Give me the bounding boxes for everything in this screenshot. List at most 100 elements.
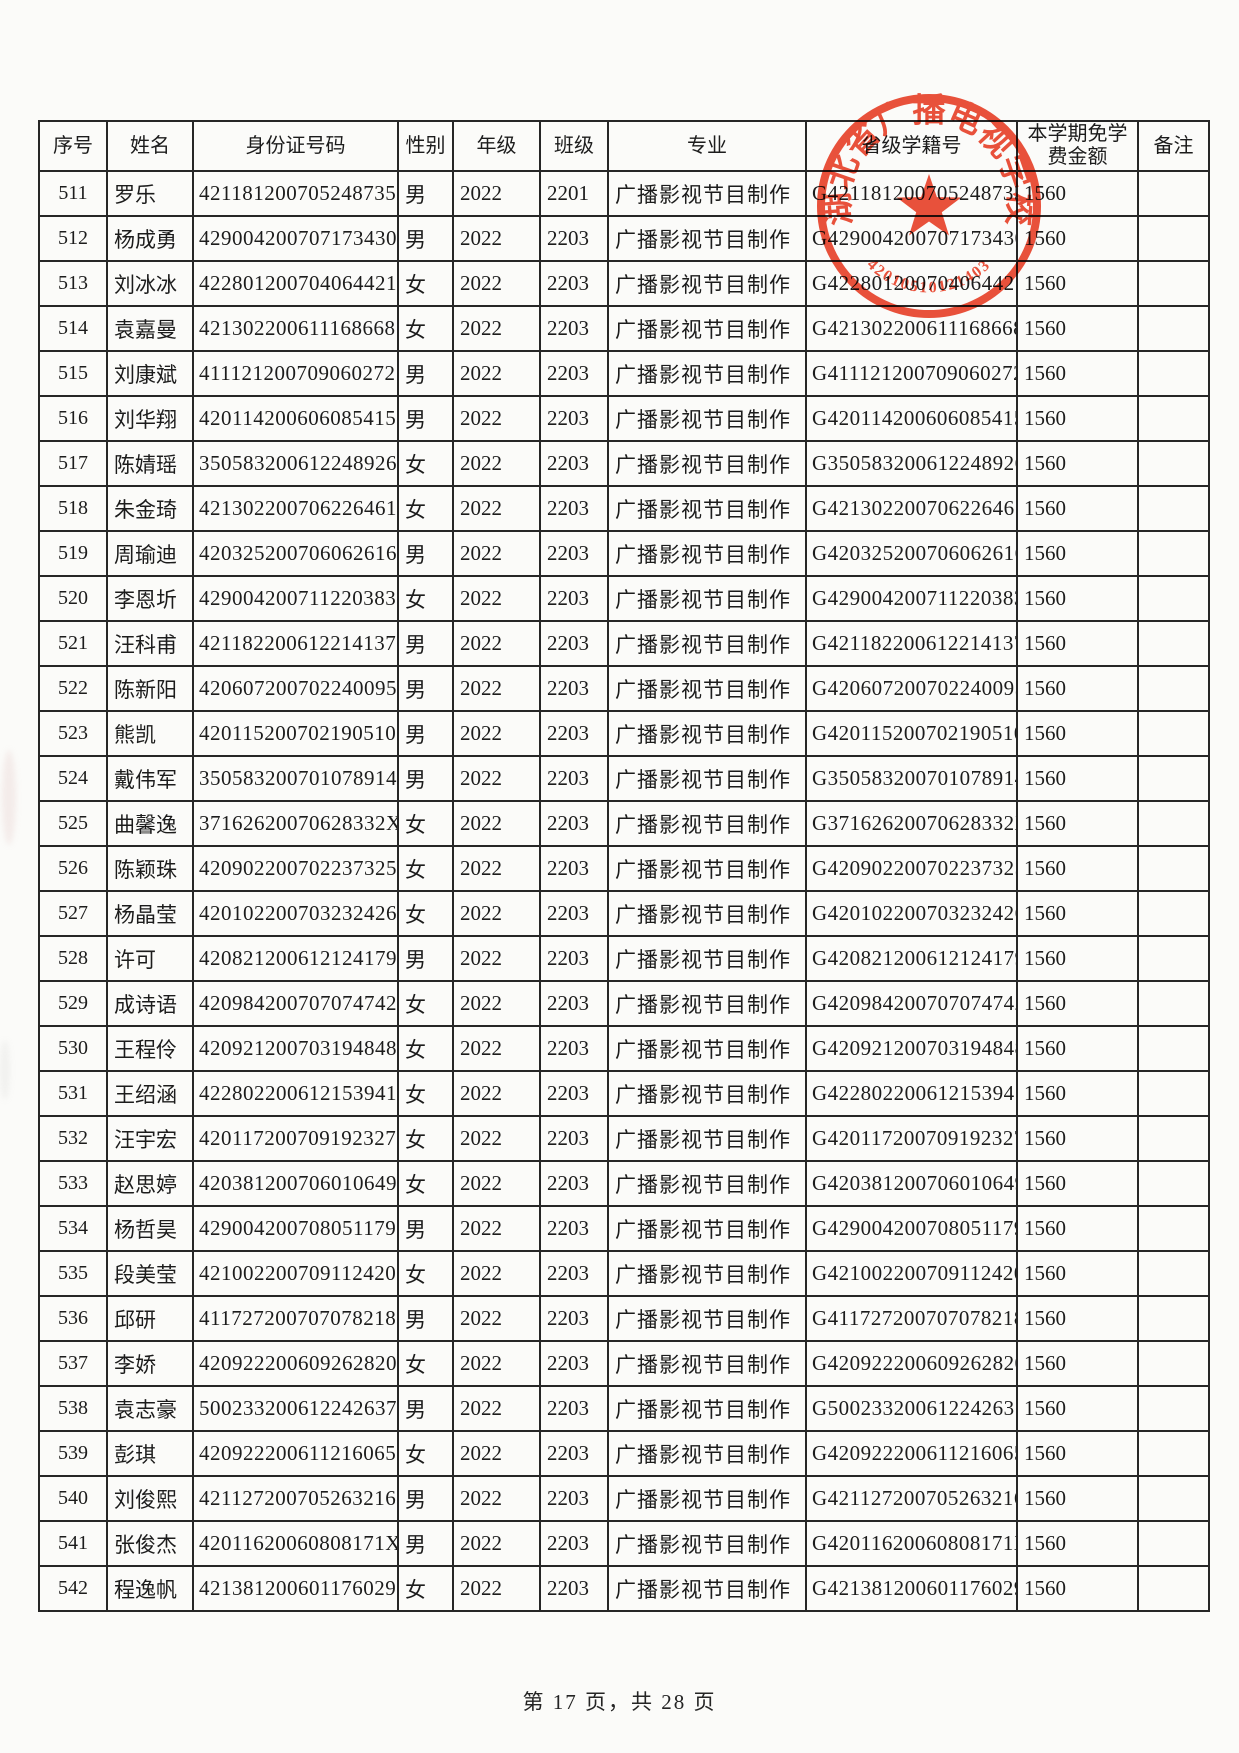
cell-serial-no: 537 bbox=[38, 1340, 108, 1387]
cell-grade: 2022 bbox=[452, 305, 541, 352]
cell-id-number: 421002200709112420 bbox=[192, 1250, 399, 1297]
cell-exempt-amount: 1560 bbox=[1016, 170, 1139, 217]
table-row: 511 罗乐 421181200705248735 男 2022 2201 广播… bbox=[38, 170, 1210, 217]
header-major: 专业 bbox=[607, 120, 807, 172]
header-exempt-amount: 本学期免学费金额 bbox=[1016, 120, 1139, 172]
cell-serial-no: 532 bbox=[38, 1115, 108, 1162]
cell-remarks bbox=[1137, 980, 1210, 1027]
cell-gender: 男 bbox=[397, 1520, 454, 1567]
cell-id-number: 420922200609262820 bbox=[192, 1340, 399, 1387]
cell-id-number: 420115200702190510 bbox=[192, 710, 399, 757]
cell-name: 王绍涵 bbox=[106, 1070, 194, 1117]
cell-exempt-amount: 1560 bbox=[1016, 890, 1139, 937]
cell-remarks bbox=[1137, 395, 1210, 442]
cell-serial-no: 526 bbox=[38, 845, 108, 892]
cell-grade: 2022 bbox=[452, 1430, 541, 1477]
cell-exempt-amount: 1560 bbox=[1016, 845, 1139, 892]
cell-id-number: 350583200701078914 bbox=[192, 755, 399, 802]
table-row: 532 汪宇宏 420117200709192327 女 2022 2203 广… bbox=[38, 1115, 1210, 1162]
cell-id-number: 37162620070628332X bbox=[192, 800, 399, 847]
cell-remarks bbox=[1137, 620, 1210, 667]
cell-class: 2203 bbox=[539, 485, 609, 532]
cell-grade: 2022 bbox=[452, 890, 541, 937]
page-footer: 第 17 页，共 28 页 bbox=[522, 1690, 717, 1714]
header-remarks: 备注 bbox=[1137, 120, 1210, 172]
cell-class: 2203 bbox=[539, 1430, 609, 1477]
cell-provincial-student-id: G420102200703232426 bbox=[805, 890, 1018, 937]
cell-remarks bbox=[1137, 215, 1210, 262]
cell-grade: 2022 bbox=[452, 935, 541, 982]
cell-grade: 2022 bbox=[452, 1565, 541, 1612]
cell-provincial-student-id: G422802200612153941 bbox=[805, 1070, 1018, 1117]
cell-serial-no: 540 bbox=[38, 1475, 108, 1522]
cell-name: 许可 bbox=[106, 935, 194, 982]
cell-exempt-amount: 1560 bbox=[1016, 1385, 1139, 1432]
cell-major: 广播影视节目制作 bbox=[607, 260, 807, 307]
cell-exempt-amount: 1560 bbox=[1016, 215, 1139, 262]
cell-exempt-amount: 1560 bbox=[1016, 530, 1139, 577]
cell-major: 广播影视节目制作 bbox=[607, 1340, 807, 1387]
table-row: 518 朱金琦 421302200706226461 女 2022 2203 广… bbox=[38, 485, 1210, 532]
cell-id-number: 420821200612124179 bbox=[192, 935, 399, 982]
cell-exempt-amount: 1560 bbox=[1016, 1520, 1139, 1567]
cell-grade: 2022 bbox=[452, 1160, 541, 1207]
cell-gender: 女 bbox=[397, 980, 454, 1027]
cell-exempt-amount: 1560 bbox=[1016, 935, 1139, 982]
cell-class: 2203 bbox=[539, 665, 609, 712]
cell-id-number: 411727200707078218 bbox=[192, 1295, 399, 1342]
cell-provincial-student-id: G411727200707078218 bbox=[805, 1295, 1018, 1342]
cell-serial-no: 524 bbox=[38, 755, 108, 802]
cell-grade: 2022 bbox=[452, 1070, 541, 1117]
cell-provincial-student-id: G421002200709112420 bbox=[805, 1250, 1018, 1297]
cell-remarks bbox=[1137, 305, 1210, 352]
cell-remarks bbox=[1137, 170, 1210, 217]
cell-remarks bbox=[1137, 1340, 1210, 1387]
cell-id-number: 429004200711220383 bbox=[192, 575, 399, 622]
cell-id-number: 420922200611216065 bbox=[192, 1430, 399, 1477]
cell-gender: 女 bbox=[397, 260, 454, 307]
cell-exempt-amount: 1560 bbox=[1016, 575, 1139, 622]
cell-grade: 2022 bbox=[452, 1025, 541, 1072]
cell-name: 杨成勇 bbox=[106, 215, 194, 262]
table-row: 512 杨成勇 429004200707173430 男 2022 2203 广… bbox=[38, 215, 1210, 262]
cell-grade: 2022 bbox=[452, 980, 541, 1027]
cell-grade: 2022 bbox=[452, 845, 541, 892]
cell-major: 广播影视节目制作 bbox=[607, 1070, 807, 1117]
cell-exempt-amount: 1560 bbox=[1016, 980, 1139, 1027]
cell-provincial-student-id: G429004200708051179 bbox=[805, 1205, 1018, 1252]
cell-name: 刘俊熙 bbox=[106, 1475, 194, 1522]
scan-smudge bbox=[2, 750, 16, 845]
cell-provincial-student-id: G420117200709192327 bbox=[805, 1115, 1018, 1162]
cell-exempt-amount: 1560 bbox=[1016, 1340, 1139, 1387]
cell-provincial-student-id: G421302200706226461 bbox=[805, 485, 1018, 532]
cell-name: 陈婧瑶 bbox=[106, 440, 194, 487]
table-row: 517 陈婧瑶 350583200612248926 女 2022 2203 广… bbox=[38, 440, 1210, 487]
cell-exempt-amount: 1560 bbox=[1016, 620, 1139, 667]
cell-grade: 2022 bbox=[452, 170, 541, 217]
cell-major: 广播影视节目制作 bbox=[607, 1520, 807, 1567]
cell-major: 广播影视节目制作 bbox=[607, 530, 807, 577]
cell-name: 汪科甫 bbox=[106, 620, 194, 667]
cell-class: 2203 bbox=[539, 1295, 609, 1342]
cell-gender: 男 bbox=[397, 350, 454, 397]
cell-remarks bbox=[1137, 1430, 1210, 1477]
cell-remarks bbox=[1137, 1205, 1210, 1252]
cell-grade: 2022 bbox=[452, 395, 541, 442]
cell-grade: 2022 bbox=[452, 800, 541, 847]
cell-serial-no: 534 bbox=[38, 1205, 108, 1252]
table-row: 536 邱研 411727200707078218 男 2022 2203 广播… bbox=[38, 1295, 1210, 1342]
table-row: 515 刘康斌 411121200709060272 男 2022 2203 广… bbox=[38, 350, 1210, 397]
cell-major: 广播影视节目制作 bbox=[607, 620, 807, 667]
cell-provincial-student-id: G500233200612242637 bbox=[805, 1385, 1018, 1432]
table-row: 523 熊凯 420115200702190510 男 2022 2203 广播… bbox=[38, 710, 1210, 757]
cell-grade: 2022 bbox=[452, 620, 541, 667]
cell-class: 2203 bbox=[539, 890, 609, 937]
cell-id-number: 420984200707074742 bbox=[192, 980, 399, 1027]
cell-gender: 男 bbox=[397, 665, 454, 712]
cell-grade: 2022 bbox=[452, 1475, 541, 1522]
cell-name: 陈新阳 bbox=[106, 665, 194, 712]
cell-exempt-amount: 1560 bbox=[1016, 1430, 1139, 1477]
cell-name: 李娇 bbox=[106, 1340, 194, 1387]
cell-remarks bbox=[1137, 530, 1210, 577]
cell-remarks bbox=[1137, 260, 1210, 307]
